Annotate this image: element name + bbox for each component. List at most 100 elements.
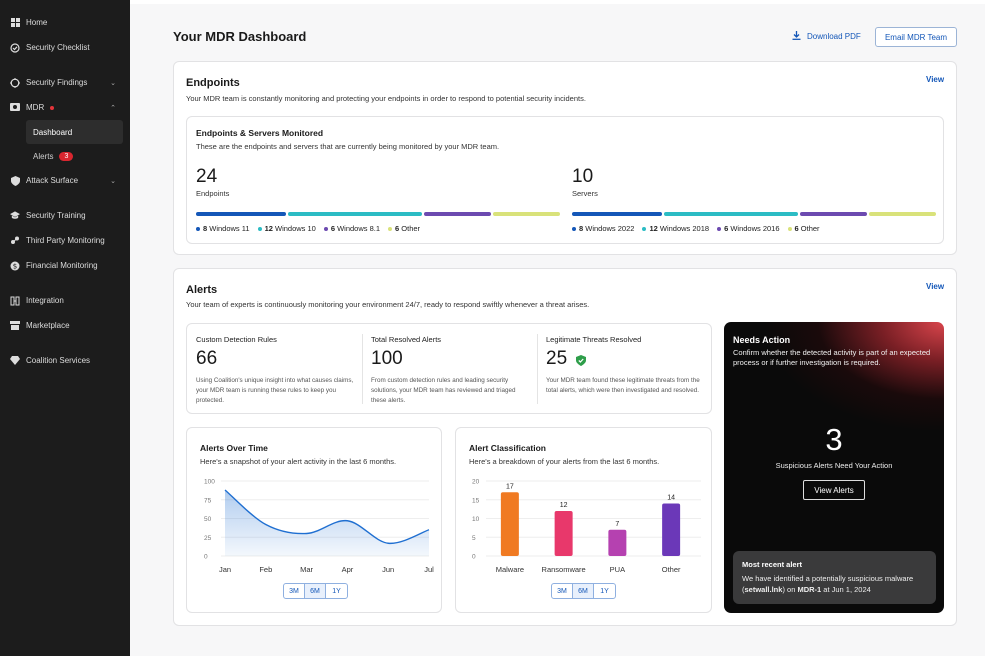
chevron-up-icon: ⌃ (110, 104, 116, 112)
legend-label: Windows 8.1 (335, 224, 381, 233)
findings-icon (10, 77, 20, 88)
main-content: Your MDR Dashboard Download PDF Email MD… (130, 0, 985, 656)
legend-label: Windows 10 (272, 224, 316, 233)
chart-subtitle: Here's a breakdown of your alerts from t… (469, 457, 660, 466)
toggle-3m[interactable]: 3M (284, 584, 305, 598)
endpoints-distribution-bar (196, 212, 560, 216)
email-mdr-team-button[interactable]: Email MDR Team (875, 27, 957, 47)
sidebar-item-label: Attack Surface (26, 176, 79, 185)
sidebar-item-financial-monitoring[interactable]: $ Financial Monitoring (0, 253, 130, 278)
toggle-3m[interactable]: 3M (552, 584, 573, 598)
x-tick-label: Jan (219, 565, 231, 574)
y-tick-label: 15 (472, 497, 480, 504)
sidebar-subitem-alerts[interactable]: Alerts 3 (26, 144, 123, 168)
distribution-segment (868, 212, 936, 216)
most-recent-alert-title: Most recent alert (742, 560, 803, 569)
x-tick-label: Other (662, 565, 681, 574)
alerts-view-link[interactable]: View (926, 282, 945, 291)
distribution-segment (572, 212, 662, 216)
alerts-over-time-chart: 0 25 50 75 100 Jan Feb Mar Apr Jun Jul (204, 479, 434, 575)
legend-label: Windows 2016 (728, 224, 780, 233)
endpoints-servers-subtitle: These are the endpoints and servers that… (196, 142, 500, 151)
diamond-icon (10, 356, 20, 366)
needs-action-panel: Needs Action Confirm whether the detecte… (724, 322, 944, 613)
sidebar-item-security-training[interactable]: Security Training (0, 203, 130, 228)
stat-description: Using Coalition's unique insight into wh… (196, 377, 354, 404)
dollar-icon: $ (10, 261, 20, 271)
distribution-segment (799, 212, 867, 216)
sidebar-item-attack-surface[interactable]: Attack Surface ⌄ (0, 168, 130, 193)
sidebar-item-integration[interactable]: Integration (0, 288, 130, 313)
sidebar-subitem-label: Alerts (33, 151, 54, 161)
y-tick-label: 0 (204, 554, 208, 561)
download-pdf-button[interactable]: Download PDF (792, 31, 861, 42)
alert-classification-chart: 0 5 10 15 20 17 Malware 12 Ransomware 7 PUA 14 Other (472, 479, 701, 574)
chart-title: Alert Classification (469, 443, 546, 453)
bar-other (662, 503, 681, 556)
sidebar-item-coalition-services[interactable]: Coalition Services (0, 348, 130, 373)
legend-dot (323, 227, 328, 232)
sidebar-item-home[interactable]: Home (0, 10, 130, 35)
x-tick-label: Malware (496, 565, 524, 574)
sidebar-item-marketplace[interactable]: Marketplace (0, 313, 130, 338)
toggle-1y[interactable]: 1Y (600, 587, 609, 595)
legend-item: 6 Other (388, 224, 420, 233)
servers-legend: 8 Windows 2022 12 Windows 2018 6 Windows 2… (572, 224, 820, 233)
most-recent-alert[interactable]: Most recent alert We have identified a p… (733, 551, 936, 604)
endpoints-view-link[interactable]: View (926, 75, 945, 84)
legend-item: 6 Windows 2016 (717, 224, 780, 233)
chart-subtitle: Here's a snapshot of your alert activity… (200, 457, 397, 466)
view-alerts-button[interactable]: View Alerts (803, 480, 865, 500)
stat-value: 66 (196, 348, 218, 369)
needs-action-description: Confirm whether the detected activity is… (733, 348, 931, 367)
sidebar-item-third-party-monitoring[interactable]: Third Party Monitoring (0, 228, 130, 253)
sidebar-item-mdr[interactable]: MDR ⌃ (0, 95, 130, 120)
series-line (224, 489, 430, 544)
legend-count: 6 (724, 224, 729, 233)
distribution-segment (196, 212, 286, 216)
chart-title: Alerts Over Time (200, 443, 268, 453)
stat-title: Custom Detection Rules (196, 335, 277, 344)
recent-text-part: at Jun 1, 2024 (821, 585, 871, 594)
svg-text:$: $ (13, 262, 17, 270)
legend-item: 12 Windows 2018 (642, 224, 709, 233)
home-icon (10, 18, 20, 28)
legend-label: Other (399, 224, 421, 233)
sidebar-item-security-findings[interactable]: Security Findings ⌄ (0, 70, 130, 95)
x-tick-label: PUA (610, 565, 625, 574)
stat-legitimate-threats-resolved: Legitimate Threats Resolved 25 Your MDR … (537, 324, 712, 414)
toggle-1y[interactable]: 1Y (332, 587, 341, 595)
legend-count: 12 (649, 224, 658, 233)
endpoints-servers-panel: Endpoints & Servers Monitored These are … (186, 116, 944, 244)
legend-dot (257, 227, 262, 232)
notification-dot (50, 105, 55, 110)
alerts-over-time-panel: Alerts Over Time Here's a snapshot of yo… (186, 427, 442, 613)
recent-file-name: setwall.lnk (744, 585, 783, 594)
sidebar-item-label: Security Training (26, 211, 86, 220)
alert-stats-panel: Custom Detection Rules 66 Using Coalitio… (186, 323, 712, 414)
legend-label: Windows 11 (207, 224, 250, 233)
x-tick-label: Jun (382, 565, 394, 574)
checklist-icon (10, 42, 20, 53)
sidebar-subitem-dashboard[interactable]: Dashboard (26, 120, 123, 144)
sidebar-item-label: MDR (26, 103, 45, 112)
distribution-segment (287, 212, 422, 216)
time-range-toggle: 3M 6M 1Y (283, 583, 348, 599)
servers-label: Servers (572, 189, 598, 198)
training-icon (10, 211, 20, 221)
suspicious-alerts-label: Suspicious Alerts Need Your Action (775, 461, 893, 470)
sidebar-item-security-checklist[interactable]: Security Checklist (0, 35, 130, 60)
toggle-6m[interactable]: 6M (305, 584, 326, 598)
sidebar-item-label: Security Checklist (26, 43, 90, 52)
alerts-subtitle: Your team of experts is continuously mon… (186, 300, 590, 309)
x-tick-label: Mar (300, 565, 313, 574)
legend-count: 8 (203, 224, 208, 233)
legend-item: 6 Other (787, 224, 820, 233)
integration-icon (10, 296, 20, 306)
toggle-6m[interactable]: 6M (573, 584, 594, 598)
legend-dot (642, 227, 647, 232)
endpoints-title: Endpoints (186, 77, 240, 89)
distribution-segment (663, 212, 798, 216)
sidebar-item-label: Third Party Monitoring (26, 236, 105, 245)
stat-custom-detection-rules: Custom Detection Rules 66 Using Coalitio… (187, 324, 362, 414)
